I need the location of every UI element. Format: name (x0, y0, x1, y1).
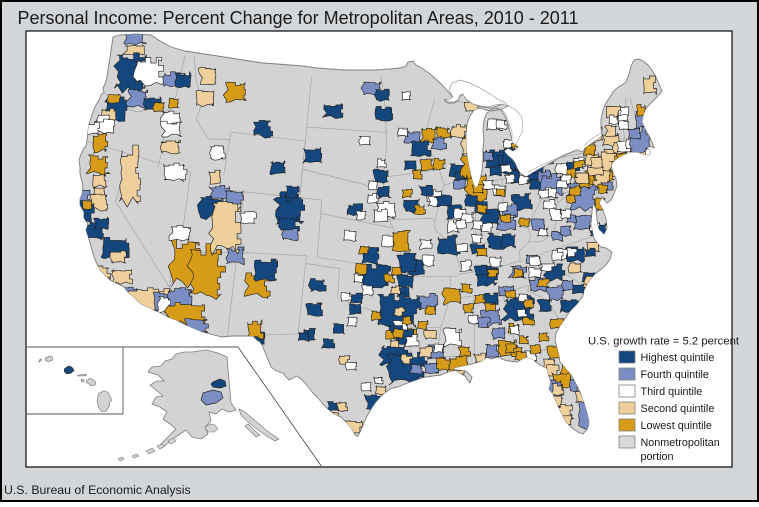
svg-text:Highest quintile: Highest quintile (641, 352, 715, 364)
svg-text:Third quintile: Third quintile (641, 386, 703, 398)
svg-text:U.S. Bureau of Economic Analys: U.S. Bureau of Economic Analysis (4, 483, 191, 497)
svg-text:Lowest quintile: Lowest quintile (641, 420, 712, 432)
svg-text:Second quintile: Second quintile (641, 403, 715, 415)
svg-text:Personal Income: Percent Chang: Personal Income: Percent Change for Metr… (18, 8, 579, 28)
svg-text:portion: portion (641, 451, 674, 463)
svg-text:Fourth quintile: Fourth quintile (641, 369, 709, 381)
svg-text:U.S. growth rate = 5.2 percent: U.S. growth rate = 5.2 percent (588, 336, 740, 348)
svg-text:Nonmetropolitan: Nonmetropolitan (641, 437, 720, 449)
